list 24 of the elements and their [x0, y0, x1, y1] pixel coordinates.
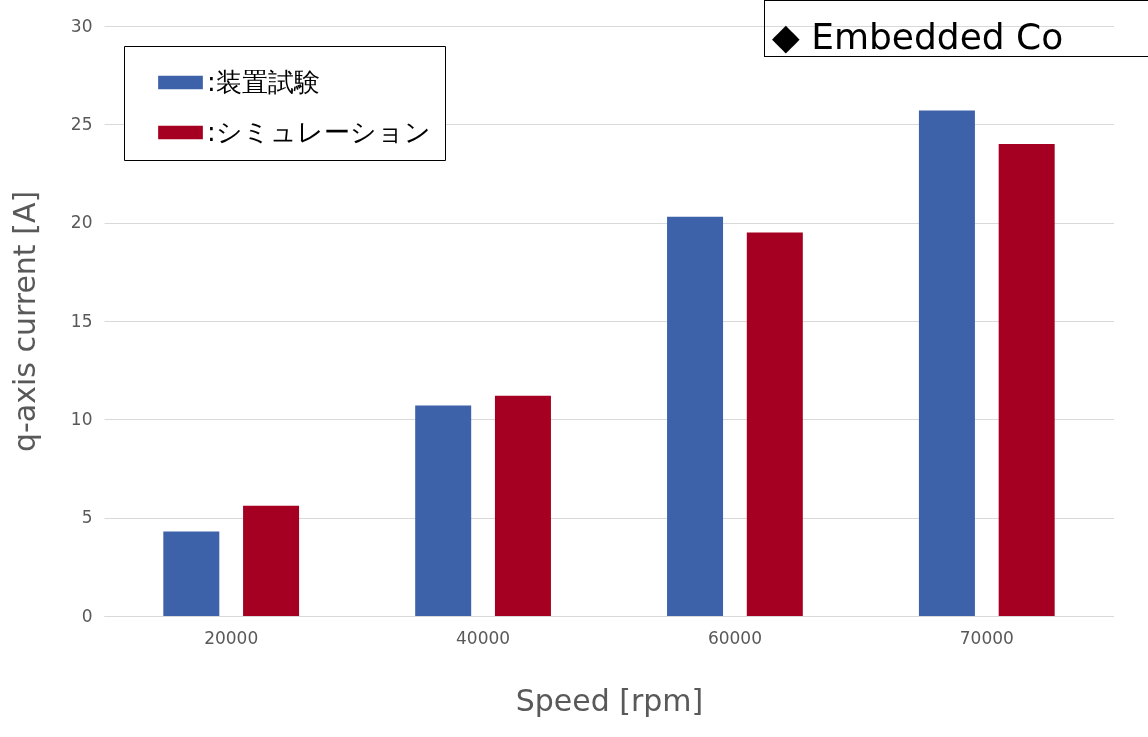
x-tick-label: 20000 — [204, 627, 259, 648]
y-tick-label: 5 — [81, 507, 93, 528]
legend-label: :装置試験 — [207, 66, 320, 97]
legend-label: :シミュレーション — [207, 116, 431, 147]
x-tick-label: 70000 — [959, 627, 1014, 648]
annotation: ◆ Embedded Co — [772, 16, 1064, 57]
y-tick-label: 20 — [70, 212, 93, 233]
x-axis-title: Speed [rpm] — [515, 682, 704, 718]
bar — [746, 232, 803, 616]
x-tick-label: 60000 — [707, 627, 762, 648]
y-tick-label: 30 — [70, 15, 93, 36]
bar — [163, 531, 220, 616]
y-tick-label: 25 — [70, 113, 93, 134]
bar — [494, 395, 551, 616]
bar — [243, 505, 300, 616]
y-tick-label: 0 — [81, 605, 93, 626]
bar — [918, 110, 975, 616]
y-axis-title: q-axis current [A] — [6, 190, 42, 453]
y-tick-label: 15 — [70, 310, 93, 331]
x-tick-label: 40000 — [456, 627, 511, 648]
bar — [415, 405, 472, 616]
y-tick-label: 10 — [70, 408, 93, 429]
bar — [998, 144, 1055, 616]
bar — [667, 216, 724, 616]
